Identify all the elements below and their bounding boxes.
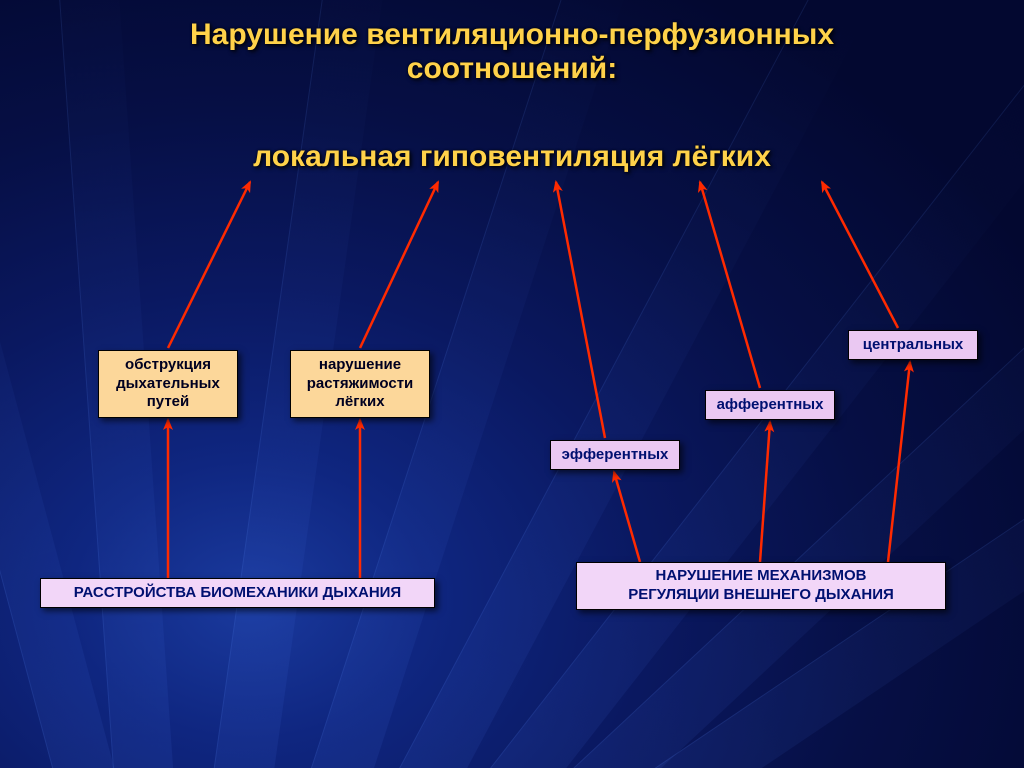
background-ray bbox=[426, 0, 1024, 768]
title-line2: соотношений: bbox=[0, 52, 1024, 86]
box-compliance-line: нарушение bbox=[319, 356, 401, 375]
box-central: центральных bbox=[848, 330, 978, 360]
arrow-3 bbox=[360, 182, 438, 348]
box-afferent: афферентных bbox=[705, 390, 835, 420]
box-compliance-line: лёгких bbox=[335, 393, 384, 412]
arrow-4 bbox=[614, 472, 640, 562]
box-regulation-line: РЕГУЛЯЦИИ ВНЕШНЕГО ДЫХАНИЯ bbox=[628, 586, 894, 605]
box-regulation-line: НАРУШЕНИЕ МЕХАНИЗМОВ bbox=[655, 567, 866, 586]
box-efferent: эфферентных bbox=[550, 440, 680, 470]
arrow-5 bbox=[760, 422, 770, 562]
box-regulation: НАРУШЕНИЕ МЕХАНИЗМОВРЕГУЛЯЦИИ ВНЕШНЕГО Д… bbox=[576, 562, 946, 610]
arrow-7 bbox=[556, 182, 605, 438]
background-ray bbox=[490, 0, 1024, 768]
arrow-2 bbox=[168, 182, 250, 348]
slide-title: Нарушение вентиляционно-перфузионных соо… bbox=[0, 18, 1024, 86]
box-compliance-line: растяжимости bbox=[307, 375, 414, 394]
box-compliance: нарушениерастяжимостилёгких bbox=[290, 350, 430, 418]
box-obstruction-line: обструкция bbox=[125, 356, 211, 375]
box-obstruction-line: дыхательных bbox=[116, 375, 220, 394]
background-ray bbox=[354, 0, 1024, 768]
box-obstruction: обструкциядыхательныхпутей bbox=[98, 350, 238, 418]
arrow-8 bbox=[700, 182, 760, 388]
arrow-6 bbox=[888, 362, 910, 562]
slide-subtitle: локальная гиповентиляция лёгких bbox=[0, 140, 1024, 174]
box-biomech: РАССТРОЙСТВА БИОМЕХАНИКИ ДЫХАНИЯ bbox=[40, 578, 435, 608]
title-line1: Нарушение вентиляционно-перфузионных bbox=[0, 18, 1024, 52]
box-obstruction-line: путей bbox=[147, 393, 190, 412]
arrow-9 bbox=[822, 182, 898, 328]
